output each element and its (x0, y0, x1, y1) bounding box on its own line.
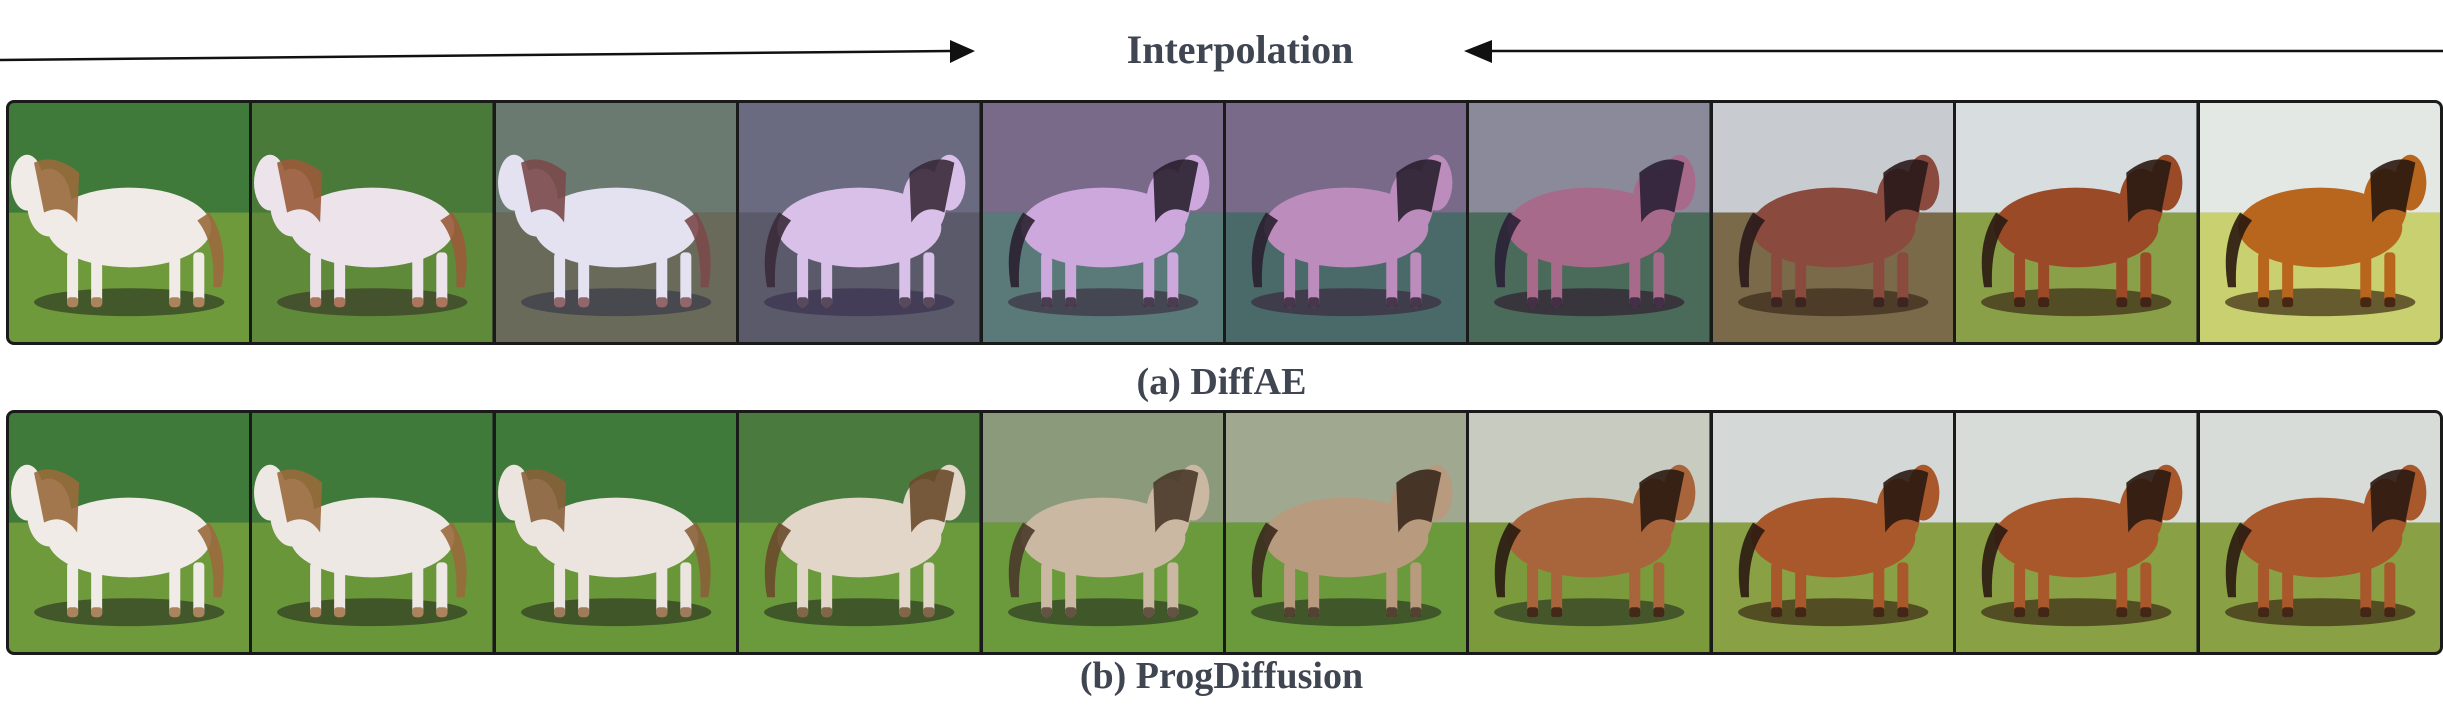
horse-image (1712, 103, 1954, 342)
horse-image (1469, 103, 1710, 342)
horse-image (252, 413, 493, 652)
horse-image (1956, 103, 2197, 342)
horse-image (495, 103, 737, 342)
interpolation-title: Interpolation (1126, 27, 1354, 72)
interpolation-frame (1469, 413, 1713, 652)
interpolation-frame (1956, 103, 2200, 342)
horse-image (9, 103, 250, 342)
right-arrow-head (1464, 40, 1492, 63)
interpolation-frame (739, 103, 983, 342)
interpolation-frame (495, 413, 740, 652)
interpolation-frame (1712, 413, 1957, 652)
interpolation-frame (1956, 413, 2200, 652)
interpolation-frame (252, 413, 496, 652)
interpolation-frame (9, 103, 253, 342)
horse-image (982, 103, 1224, 342)
left-arrow-head (950, 40, 975, 63)
horse-image (9, 413, 250, 652)
interpolation-frame (1469, 103, 1713, 342)
interpolation-frame (2199, 103, 2440, 342)
interpolation-frame (982, 103, 1227, 342)
horse-image (252, 103, 493, 342)
horse-image (495, 413, 737, 652)
diffae-caption: (a) DiffAE (1136, 361, 1307, 403)
interpolation-frame (1226, 103, 1470, 342)
horse-image (982, 413, 1224, 652)
horse-image (739, 413, 980, 652)
left-arrow-line (0, 49, 951, 62)
interpolation-frame (495, 103, 740, 342)
horse-image (2199, 103, 2440, 342)
interpolation-frame (739, 413, 983, 652)
interpolation-frame (252, 103, 496, 342)
interpolation-frame (2199, 413, 2440, 652)
interpolation-frame (982, 413, 1227, 652)
interpolation-arrows (0, 40, 2443, 63)
diffae-image-strip (6, 100, 2443, 345)
progdiffusion-image-strip (6, 410, 2443, 655)
horse-image (2199, 413, 2440, 652)
horse-image (1956, 413, 2197, 652)
interpolation-frame (1712, 103, 1957, 342)
horse-image (1712, 413, 1954, 652)
horse-image (739, 103, 980, 342)
horse-image (1469, 413, 1710, 652)
interpolation-frame (1226, 413, 1470, 652)
progdiffusion-caption: (b) ProgDiffusion (1079, 655, 1364, 697)
horse-image (1226, 103, 1467, 342)
horse-image (1226, 413, 1467, 652)
interpolation-frame (9, 413, 253, 652)
